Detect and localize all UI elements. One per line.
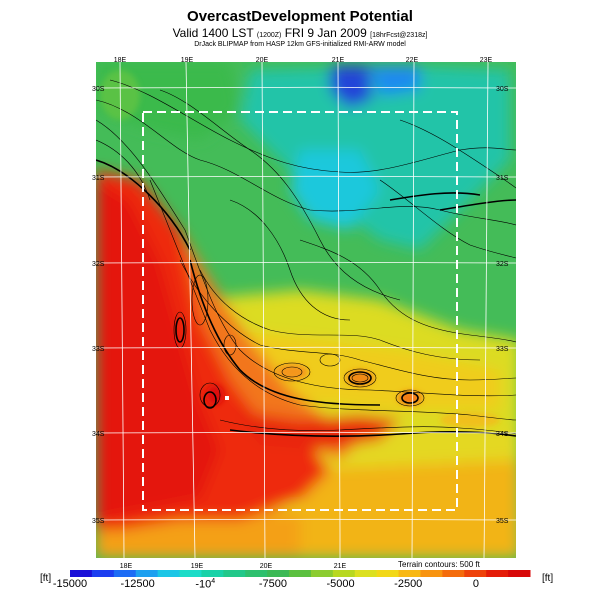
colorbar-swatch <box>179 570 202 577</box>
left-lat-labels: 30S 31S 32S 33S 34S 35S <box>92 86 105 525</box>
bottom-lon-label: 21E <box>334 563 347 570</box>
colorbar-swatch <box>376 570 400 577</box>
red-south-coast <box>230 410 400 450</box>
colorbar-swatch <box>289 570 312 577</box>
colorbar-tick-label: -2500 <box>394 578 423 590</box>
tick-exponent: 4 <box>211 578 216 585</box>
terrain-contour-note: Terrain contours: 500 ft <box>398 560 480 569</box>
terrain-contours <box>96 79 516 435</box>
top-lon-label: 20E <box>256 57 269 64</box>
colorbar-swatch <box>91 570 115 577</box>
left-lat-label: 32S <box>92 261 105 268</box>
colorbar-swatch <box>135 570 159 577</box>
left-lat-label: 34S <box>92 431 105 438</box>
colorbar-swatch <box>113 570 137 577</box>
colorbar-tick-label: -15000 <box>52 578 88 590</box>
colorbar-tick-label: -5000 <box>326 578 355 590</box>
right-lat-label: 30S <box>496 86 509 93</box>
colorbar-swatch <box>464 570 487 577</box>
right-lat-labels: 30S 31S 32S 33S 34S 35S <box>496 86 509 525</box>
colorbar-tick-label: -12500 <box>120 578 155 590</box>
orange-blob <box>276 364 308 380</box>
colorbar <box>70 570 531 577</box>
top-lon-label: 22E <box>406 57 419 64</box>
right-lat-label: 32S <box>496 261 509 268</box>
right-lat-label: 34S <box>496 431 509 438</box>
colorbar-unit-left: [ft] <box>40 573 52 584</box>
right-lat-label: 35S <box>496 518 509 525</box>
valid-time-line: Valid 1400 LST (1200Z) FRI 9 Jan 2009 [1… <box>0 26 600 40</box>
colorbar-unit-right: [ft] <box>542 573 554 584</box>
left-lat-label: 30S <box>92 86 105 93</box>
yellow-blob <box>440 412 500 428</box>
colorbar-swatch <box>508 570 531 577</box>
bottom-lon-label: 18E <box>120 563 133 570</box>
left-lat-label: 31S <box>92 175 105 182</box>
valid-date: FRI 9 Jan 2009 <box>284 26 367 40</box>
colorbar-swatch <box>332 570 356 577</box>
colorbar-swatch <box>420 570 443 577</box>
model-description: DrJack BLIPMAP from HASP 12km GFS-initia… <box>194 41 406 48</box>
blue-patch <box>370 66 420 96</box>
colorbar-swatch <box>70 570 93 577</box>
top-lon-label: 23E <box>480 57 493 64</box>
forecast-offset: [18hrFcst@2318z] <box>370 32 428 39</box>
bottom-lon-label: 19E <box>191 563 204 570</box>
valid-prefix: Valid 1400 LST <box>172 26 254 40</box>
bottom-lon-label: 20E <box>260 563 273 570</box>
colorbar-swatch <box>310 570 334 577</box>
red-core <box>96 180 220 520</box>
colorbar-swatch <box>354 570 378 577</box>
colorbar-swatch <box>245 570 268 577</box>
inner-domain-box <box>142 111 458 511</box>
left-lat-label: 33S <box>92 346 105 353</box>
colorbar-swatch <box>442 570 465 577</box>
field-layer <box>96 62 516 558</box>
right-lat-label: 33S <box>496 346 509 353</box>
major-contours <box>96 159 516 437</box>
top-lon-labels: 18E 19E 20E 21E 22E 23E <box>114 57 493 64</box>
colorbar-swatch <box>223 570 246 577</box>
colorbar-swatch <box>267 570 290 577</box>
colorbar-swatch <box>157 570 181 577</box>
top-lon-label: 18E <box>114 57 127 64</box>
colorbar-tick-label: 0 <box>472 578 479 590</box>
left-lat-label: 35S <box>92 518 105 525</box>
top-lon-label: 19E <box>181 57 194 64</box>
colorbar-swatch <box>398 570 421 577</box>
colorbar-swatch <box>201 570 224 577</box>
colorbar-swatch <box>486 570 509 577</box>
colorbar-tick-label: -104 <box>195 578 216 591</box>
page-title: OvercastDevelopment Potential <box>187 8 413 25</box>
gold-band <box>230 330 500 410</box>
top-lon-label: 21E <box>332 57 345 64</box>
right-lat-label: 31S <box>496 175 509 182</box>
bottom-lon-labels: 18E 19E 20E 21E <box>120 563 347 570</box>
valid-code: (1200Z) <box>256 32 282 39</box>
colorbar-tick-label: -7500 <box>258 578 288 590</box>
station-marker <box>225 396 229 400</box>
